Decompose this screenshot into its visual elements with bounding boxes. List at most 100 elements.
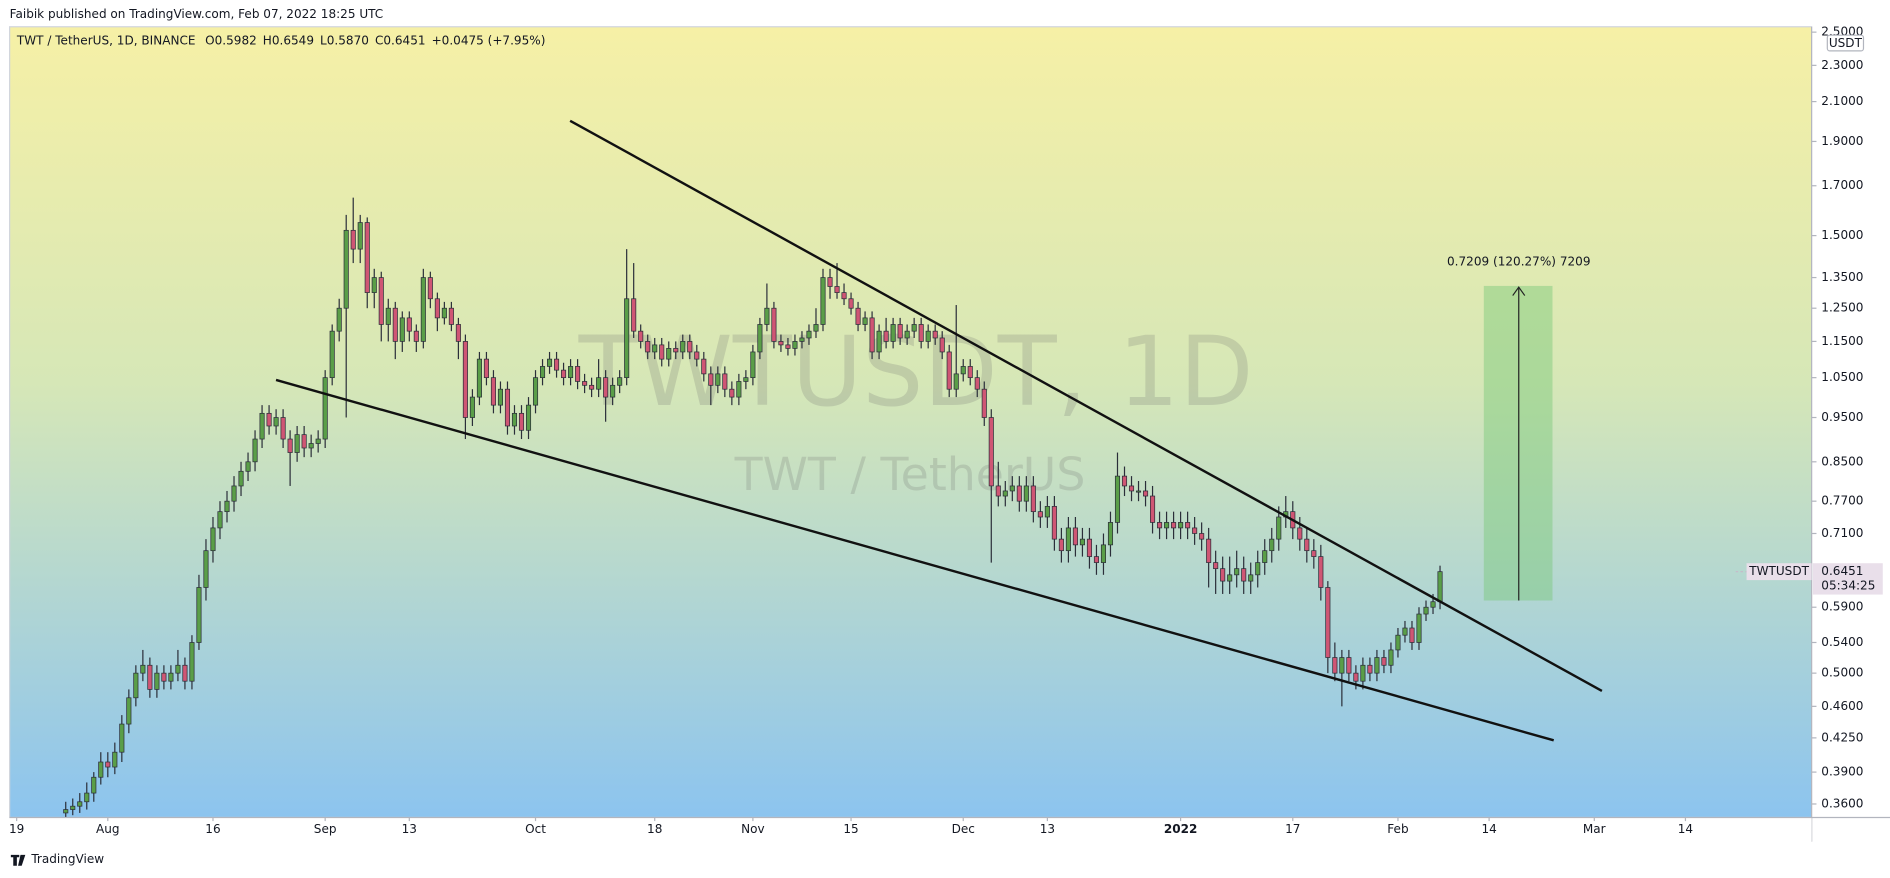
y-tick-label: 1.7000 bbox=[1821, 178, 1863, 192]
candle-body bbox=[1423, 606, 1429, 615]
price-tag-label: 0.6451 bbox=[1821, 564, 1863, 578]
candle-body bbox=[448, 307, 454, 325]
y-tick-label: 1.3500 bbox=[1821, 270, 1863, 284]
candle-body bbox=[343, 229, 349, 309]
candle-body bbox=[518, 412, 525, 431]
price-tag bbox=[1812, 563, 1883, 595]
candle-body bbox=[189, 642, 195, 682]
y-tick-label: 1.5000 bbox=[1821, 228, 1863, 242]
candle-body bbox=[1199, 533, 1205, 540]
candle-body bbox=[287, 438, 293, 453]
time-axis bbox=[9, 817, 1812, 842]
candle-body bbox=[694, 351, 700, 360]
trendline-lower bbox=[275, 378, 1555, 742]
candle-body bbox=[1065, 527, 1071, 552]
candle-body bbox=[182, 664, 188, 682]
candle-body bbox=[203, 550, 209, 588]
candle-body bbox=[1276, 516, 1282, 540]
candle-body bbox=[1213, 562, 1219, 570]
candle-body bbox=[455, 324, 461, 342]
candle-body bbox=[974, 377, 980, 390]
candle-body bbox=[98, 761, 104, 778]
x-tick-label: 13 bbox=[402, 822, 417, 836]
candle-body bbox=[1353, 672, 1359, 682]
legend-item: O0.5982 bbox=[205, 34, 257, 48]
candle-body bbox=[897, 324, 903, 339]
candle-body bbox=[1178, 522, 1184, 529]
candle-body bbox=[420, 277, 426, 342]
currency-label: USDT bbox=[1829, 36, 1863, 50]
candle-body bbox=[1072, 527, 1078, 546]
watermark-symbol: TWTUSDT, 1D bbox=[578, 316, 1254, 428]
candle-body bbox=[1227, 574, 1233, 582]
candle-body bbox=[995, 485, 1001, 497]
candle-body bbox=[1093, 556, 1099, 563]
candle-body bbox=[280, 417, 286, 440]
candle-body bbox=[1051, 506, 1057, 540]
candle-body bbox=[729, 388, 735, 398]
candle-body bbox=[1206, 538, 1212, 563]
x-tick-label: Oct bbox=[525, 822, 546, 836]
candle-body bbox=[967, 366, 973, 379]
candle-body bbox=[1128, 485, 1135, 492]
candle-body bbox=[1381, 657, 1387, 666]
candle-body bbox=[1192, 527, 1198, 534]
candle-body bbox=[708, 373, 714, 386]
candle-body bbox=[210, 527, 216, 552]
candle-body bbox=[638, 330, 644, 342]
legend-item: +0.0475 (+7.95%) bbox=[432, 34, 546, 48]
candle-body bbox=[1388, 649, 1394, 666]
candle-body bbox=[603, 377, 609, 398]
candle-body bbox=[371, 277, 377, 293]
x-tick-label: Dec bbox=[952, 822, 975, 836]
candle-body bbox=[1395, 634, 1401, 651]
legend-item: L0.5870 bbox=[320, 34, 369, 48]
candle-body bbox=[1416, 613, 1422, 643]
y-tick-label: 2.3000 bbox=[1821, 58, 1863, 72]
candle-body bbox=[1339, 657, 1345, 674]
candle-body bbox=[175, 664, 181, 674]
x-tick-label: Nov bbox=[741, 822, 765, 836]
candle-body bbox=[147, 664, 153, 690]
candle-body bbox=[1100, 544, 1107, 563]
candle-body bbox=[757, 324, 763, 353]
candle-body bbox=[84, 792, 90, 803]
legend-item: TWT / TetherUS, 1D, BINANCE bbox=[16, 34, 196, 48]
candle-body bbox=[168, 672, 174, 682]
x-tick-label: 13 bbox=[1040, 822, 1055, 836]
legend: TWT / TetherUS, 1D, BINANCE O0.5982 H0.654… bbox=[16, 34, 546, 48]
candle-body bbox=[652, 344, 658, 353]
candle-body bbox=[1107, 522, 1114, 546]
candle-body bbox=[960, 366, 966, 375]
candle-body bbox=[490, 377, 496, 406]
candle-body bbox=[869, 317, 875, 353]
y-tick-label: 1.2500 bbox=[1821, 301, 1863, 315]
candle-body bbox=[1002, 490, 1008, 497]
y-tick-label: 0.9500 bbox=[1821, 410, 1863, 424]
candle-body bbox=[988, 417, 994, 487]
candle-body bbox=[329, 330, 335, 379]
x-tick-label: 2022 bbox=[1164, 822, 1198, 836]
candle-body bbox=[764, 307, 770, 325]
candle-body bbox=[981, 388, 987, 418]
x-tick-label: Aug bbox=[96, 822, 120, 836]
y-tick-label: 1.1500 bbox=[1821, 334, 1863, 348]
candle-body bbox=[918, 324, 924, 342]
candle-body bbox=[1009, 485, 1015, 492]
footer-brand: TradingView bbox=[30, 852, 104, 866]
candle-body bbox=[876, 330, 882, 353]
candle-body bbox=[196, 587, 202, 643]
candle-body bbox=[883, 330, 889, 342]
candle-body bbox=[645, 341, 651, 353]
y-tick-label: 0.5400 bbox=[1821, 635, 1863, 649]
x-tick-label: Mar bbox=[1583, 822, 1606, 836]
candle-body bbox=[1304, 538, 1310, 552]
trendline-upper bbox=[569, 119, 1603, 692]
x-tick-label: 18 bbox=[647, 822, 662, 836]
candle-body bbox=[1262, 550, 1268, 563]
candle-body bbox=[939, 337, 945, 353]
candle-body bbox=[1114, 475, 1121, 523]
candle-body bbox=[666, 348, 672, 360]
candle-body bbox=[1297, 527, 1303, 540]
